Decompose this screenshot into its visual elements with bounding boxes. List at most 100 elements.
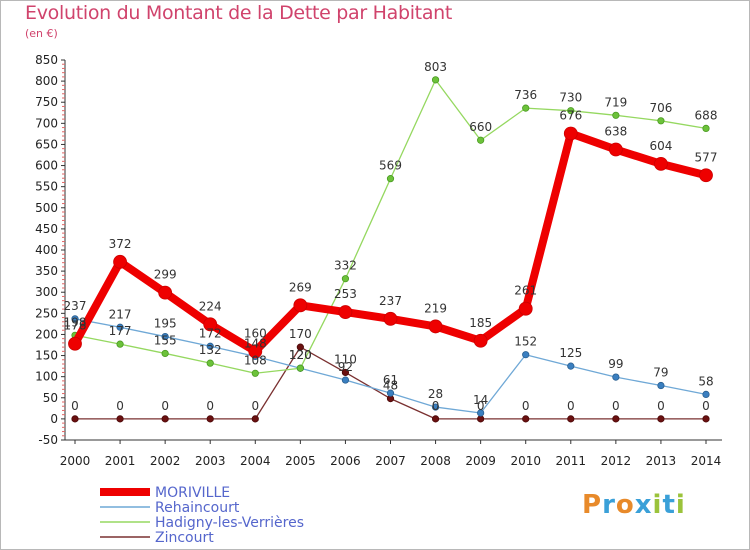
logo-letter: r	[602, 490, 616, 520]
x-tick-label: 2005	[285, 454, 316, 468]
logo-letter: i	[675, 490, 686, 520]
data-point	[68, 336, 82, 351]
data-point	[612, 415, 620, 423]
data-label: 736	[514, 88, 537, 102]
data-label: 237	[64, 299, 87, 313]
data-label: 660	[469, 120, 492, 134]
data-point	[386, 389, 395, 397]
data-label: 224	[199, 299, 222, 313]
x-tick-label: 2002	[150, 454, 181, 468]
x-tick-label: 2010	[510, 454, 541, 468]
data-point	[702, 415, 710, 423]
data-point	[161, 349, 169, 358]
data-point	[161, 332, 169, 341]
data-label: 0	[71, 399, 79, 413]
x-tick-label: 2014	[691, 454, 722, 468]
x-tick-label: 2000	[60, 454, 91, 468]
x-tick-label: 2006	[330, 454, 361, 468]
data-point	[702, 390, 710, 398]
data-point	[431, 403, 440, 411]
data-point	[341, 275, 350, 283]
data-label: 185	[469, 316, 492, 330]
y-tick-label: 350	[35, 264, 58, 278]
data-label: 299	[154, 268, 177, 282]
data-point	[116, 340, 124, 348]
data-point	[612, 111, 620, 119]
data-label: 160	[244, 326, 267, 340]
data-label: 48	[383, 379, 398, 393]
data-point	[206, 415, 214, 423]
data-point	[248, 344, 263, 359]
chart-unit-label: (en €)	[25, 27, 58, 40]
y-tick-label: 400	[35, 243, 58, 257]
y-tick-label: 200	[35, 327, 58, 341]
data-label: 172	[199, 326, 222, 340]
logo-letter: o	[615, 490, 635, 520]
data-point	[293, 298, 308, 313]
data-point	[341, 376, 350, 384]
data-point	[203, 317, 218, 332]
logo-letter: x	[634, 490, 653, 520]
x-tick-label: 2001	[105, 454, 136, 468]
data-label: 676	[559, 108, 582, 122]
data-label: 604	[649, 139, 672, 153]
data-point	[161, 415, 169, 423]
x-tick-label: 2007	[375, 454, 406, 468]
data-point	[657, 117, 665, 125]
data-point	[341, 368, 350, 377]
y-tick-label: 700	[35, 116, 58, 130]
data-point	[567, 362, 575, 370]
data-point	[654, 156, 668, 171]
data-point	[206, 359, 214, 367]
data-label: 132	[199, 343, 222, 357]
y-tick-label: 750	[35, 95, 58, 109]
data-label: 638	[604, 125, 627, 139]
logo-letter: t	[662, 490, 676, 520]
y-tick-label: 500	[35, 201, 58, 215]
data-label: 0	[522, 399, 530, 413]
data-label: 719	[604, 95, 627, 109]
y-tick-label: 100	[35, 370, 58, 384]
data-point	[251, 415, 259, 423]
data-label: 148	[244, 336, 267, 350]
data-label: 125	[559, 346, 582, 360]
data-point	[522, 104, 530, 112]
data-label: 79	[653, 366, 668, 380]
logo-letter: P	[582, 490, 603, 520]
data-label: 253	[334, 287, 357, 301]
data-point	[477, 409, 485, 417]
data-label: 706	[649, 101, 672, 115]
data-label: 120	[289, 348, 312, 362]
data-label: 92	[338, 360, 353, 374]
data-label: 803	[424, 60, 447, 74]
logo-letter: i	[652, 490, 663, 520]
data-label: 730	[559, 91, 582, 105]
data-label: 195	[154, 317, 177, 331]
data-point	[518, 301, 533, 316]
y-tick-label: 150	[35, 349, 58, 363]
data-point	[113, 254, 127, 269]
y-tick-label: 50	[43, 391, 58, 405]
legend-label: Hadigny-les-Verrières	[155, 515, 304, 531]
data-label: 0	[206, 399, 214, 413]
data-point	[522, 415, 530, 423]
x-tick-label: 2012	[601, 454, 632, 468]
data-point	[702, 124, 710, 132]
data-label: 108	[244, 353, 267, 367]
data-point	[251, 369, 259, 377]
data-point	[158, 285, 173, 300]
data-point	[522, 351, 530, 359]
y-tick-label: 250	[35, 306, 58, 320]
data-label: 155	[154, 333, 177, 347]
data-point	[338, 305, 353, 319]
data-point	[563, 126, 578, 141]
data-point	[296, 343, 304, 351]
chart-title: Evolution du Montant de la Dette par Hab…	[25, 2, 453, 24]
data-label: 0	[702, 399, 710, 413]
data-label: 577	[695, 150, 718, 164]
legend-label: Zincourt	[155, 530, 214, 546]
data-label: 0	[432, 399, 440, 413]
data-label: 178	[64, 319, 87, 333]
data-label: 0	[161, 399, 169, 413]
